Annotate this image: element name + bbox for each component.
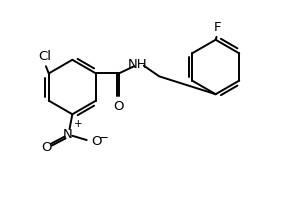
Text: −: − [99,131,109,144]
Text: N: N [63,128,73,141]
Text: +: + [74,119,83,129]
Text: O: O [91,135,101,148]
Text: F: F [213,21,221,34]
Text: O: O [113,100,124,113]
Text: O: O [41,141,52,154]
Text: NH: NH [128,58,147,71]
Text: Cl: Cl [38,50,51,63]
